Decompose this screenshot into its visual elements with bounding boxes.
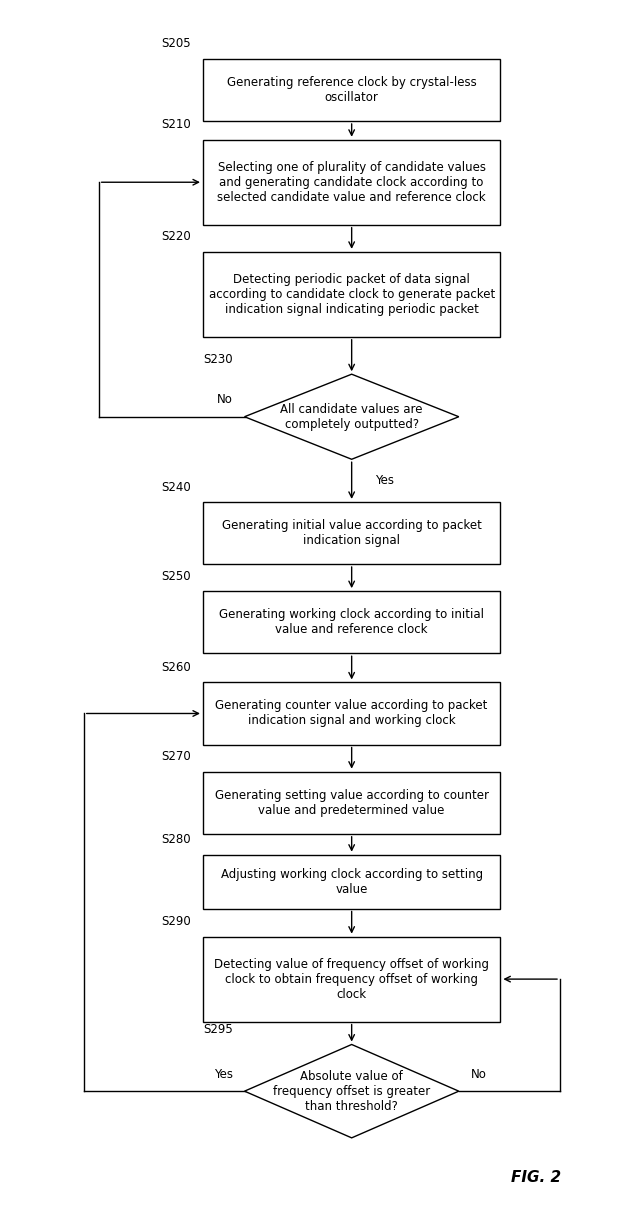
Text: S205: S205 [161, 37, 191, 51]
Bar [203, 502, 500, 564]
Text: Generating setting value according to counter
value and predetermined value: Generating setting value according to co… [215, 788, 489, 817]
Bar [203, 855, 500, 909]
Text: S290: S290 [161, 915, 191, 928]
Text: No: No [471, 1068, 487, 1080]
Text: S210: S210 [161, 118, 191, 132]
Text: All candidate values are
completely outputted?: All candidate values are completely outp… [280, 403, 423, 431]
Text: Detecting value of frequency offset of working
clock to obtain frequency offset : Detecting value of frequency offset of w… [214, 957, 489, 1001]
Text: Absolute value of
frequency offset is greater
than threshold?: Absolute value of frequency offset is gr… [273, 1069, 430, 1113]
Text: Yes: Yes [214, 1068, 232, 1080]
Text: Selecting one of plurality of candidate values
and generating candidate clock ac: Selecting one of plurality of candidate … [218, 161, 486, 204]
Text: FIG. 2: FIG. 2 [511, 1170, 561, 1184]
Bar [203, 59, 500, 121]
Text: S220: S220 [161, 231, 191, 244]
Text: Generating counter value according to packet
indication signal and working clock: Generating counter value according to pa… [216, 700, 488, 728]
Bar [203, 140, 500, 225]
Text: S280: S280 [161, 833, 191, 846]
Text: S295: S295 [203, 1024, 232, 1036]
Polygon shape [244, 1044, 459, 1138]
Text: Generating working clock according to initial
value and reference clock: Generating working clock according to in… [219, 608, 484, 636]
Bar [203, 252, 500, 337]
Text: S250: S250 [161, 570, 191, 583]
Text: Generating reference clock by crystal-less
oscillator: Generating reference clock by crystal-le… [227, 76, 477, 104]
Text: S240: S240 [161, 480, 191, 494]
Bar [203, 591, 500, 653]
Polygon shape [244, 374, 459, 460]
Text: Yes: Yes [376, 474, 394, 488]
Text: Generating initial value according to packet
indication signal: Generating initial value according to pa… [222, 519, 482, 547]
Text: Adjusting working clock according to setting
value: Adjusting working clock according to set… [221, 868, 483, 896]
Text: S230: S230 [203, 352, 232, 366]
Bar [203, 682, 500, 745]
Text: Detecting periodic packet of data signal
according to candidate clock to generat: Detecting periodic packet of data signal… [208, 273, 495, 316]
Text: S260: S260 [161, 661, 191, 674]
Bar [203, 771, 500, 834]
Text: S270: S270 [161, 751, 191, 763]
Text: No: No [217, 393, 232, 407]
Bar [203, 937, 500, 1021]
